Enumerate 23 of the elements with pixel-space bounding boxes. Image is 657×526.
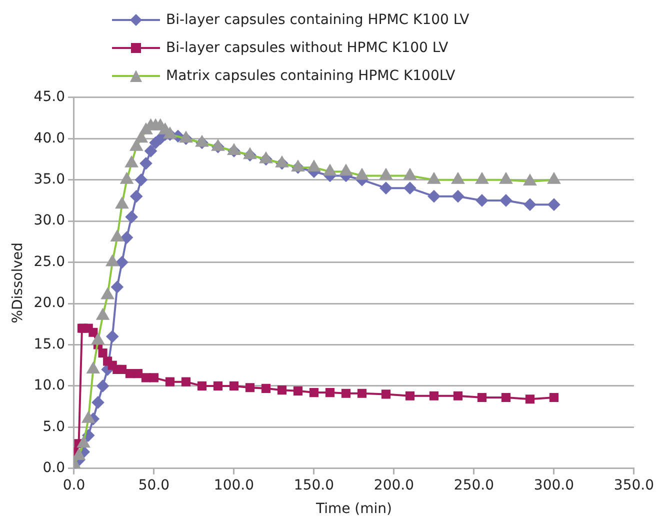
y-tick-label: 45.0 bbox=[34, 89, 65, 106]
x-tick-label: 350.0 bbox=[614, 477, 654, 494]
x-axis-title: Time (min) bbox=[314, 501, 392, 518]
x-tick-label: 250.0 bbox=[454, 477, 494, 494]
x-tick-label: 0.0 bbox=[62, 477, 86, 494]
legend-label: Bi-layer capsules containing HPMC K100 LV bbox=[166, 12, 470, 28]
y-tick-label: 35.0 bbox=[34, 171, 65, 188]
legend-label: Bi-layer capsules without HPMC K100 LV bbox=[166, 40, 448, 56]
y-tick-label: 40.0 bbox=[34, 130, 65, 146]
x-tick-label: 200.0 bbox=[374, 477, 414, 494]
y-tick-label: 15.0 bbox=[34, 336, 65, 352]
y-tick-label: 25.0 bbox=[34, 254, 65, 270]
legend-label: Matrix capsules containing HPMC K100LV bbox=[166, 68, 456, 84]
x-tick-label: 50.0 bbox=[138, 477, 170, 494]
y-axis-title: %Dissolved bbox=[10, 242, 26, 324]
y-tick-label: 30.0 bbox=[34, 212, 65, 229]
x-tick-label: 300.0 bbox=[534, 477, 574, 494]
x-tick-label: 150.0 bbox=[294, 477, 334, 494]
y-tick-label: 20.0 bbox=[34, 295, 65, 312]
x-tick-label: 100.0 bbox=[214, 477, 254, 494]
y-tick-label: 10.0 bbox=[34, 378, 65, 394]
y-tick-label: 0.0 bbox=[42, 460, 65, 476]
y-tick-label: 5.0 bbox=[42, 418, 65, 435]
